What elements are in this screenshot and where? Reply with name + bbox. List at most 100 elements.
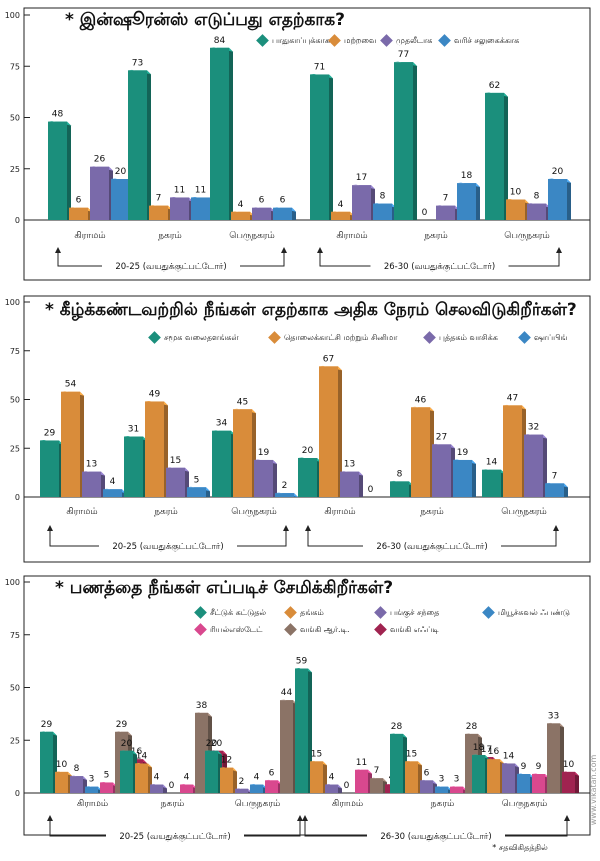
bar-value-label: 29 <box>41 720 53 730</box>
bar-front <box>394 62 413 221</box>
bar-value-label: 18 <box>473 743 485 753</box>
bar-front <box>547 723 560 793</box>
bar-front <box>273 207 292 220</box>
bar-value-label: 5 <box>194 475 200 485</box>
bar-value-label: 0 <box>422 208 428 218</box>
arrow-up-icon <box>302 815 308 821</box>
legend-label: தங்கம் <box>300 608 324 617</box>
bar: 0 <box>368 485 374 495</box>
bar-front <box>128 70 147 220</box>
bar-value-label: 0 <box>169 781 175 791</box>
y-tick-label: 75 <box>10 62 20 71</box>
category-label: கிராமம் <box>77 799 108 809</box>
bar-value-label: 8 <box>380 192 386 202</box>
y-tick-label: 25 <box>10 165 20 174</box>
category-label: பெருநகரம் <box>229 231 274 241</box>
bar: 62 <box>485 81 508 220</box>
bar: 0 <box>169 781 175 791</box>
y-tick-label: 100 <box>5 298 20 307</box>
bar-front <box>482 469 501 497</box>
arrow-up-icon <box>564 815 570 821</box>
bar-front <box>487 759 500 793</box>
y-tick-label: 0 <box>15 789 20 798</box>
bar-value-label: 20 <box>115 167 127 177</box>
bar: 7 <box>436 194 459 220</box>
chart-frame <box>23 575 591 836</box>
bar-front <box>150 784 163 793</box>
legend-swatch <box>194 623 207 636</box>
bar: 54 <box>61 380 84 497</box>
bar: 19 <box>254 448 277 497</box>
bar-value-label: 4 <box>154 773 160 783</box>
y-tick-label: 0 <box>15 493 20 502</box>
bar-front <box>231 211 250 220</box>
bar-front <box>432 444 451 497</box>
y-tick-label: 0 <box>15 216 20 225</box>
bar-value-label: 7 <box>374 766 380 776</box>
bar-value-label: 84 <box>214 36 226 46</box>
bar-front <box>450 786 463 793</box>
bar-value-label: 29 <box>116 720 128 730</box>
bar-front <box>233 409 252 497</box>
bar: 3 <box>85 775 102 793</box>
bar: 15 <box>310 749 327 793</box>
bar-front <box>252 207 271 220</box>
bracket-label-bg <box>99 539 237 551</box>
bar-front <box>149 205 168 220</box>
bar-front <box>40 440 59 497</box>
bar: 18 <box>457 171 480 220</box>
bar-front <box>170 197 189 220</box>
bar-value-label: 33 <box>548 711 559 721</box>
bar: 48 <box>48 110 71 220</box>
legend-label: ரியல்எஸ்டேட் <box>210 625 263 634</box>
bar-value-label: 4 <box>110 477 116 487</box>
bar: 12 <box>220 756 237 793</box>
age-group-bracket: 26-30 (வயதுக்குட்பட்டோர்) <box>302 815 570 843</box>
bar-front <box>124 436 143 497</box>
bar-front <box>250 784 263 793</box>
bar-front <box>187 487 206 497</box>
bar: 19 <box>453 448 476 497</box>
age-group-bracket: 26-30 (வயதுக்குட்பட்டோர்) <box>317 247 562 273</box>
bar-value-label: 20 <box>211 739 223 749</box>
bar-front <box>120 750 133 793</box>
bar-front <box>355 769 368 793</box>
legend-label: மற்றவை <box>344 36 377 45</box>
bar-front <box>70 776 83 793</box>
bar-front <box>310 74 329 220</box>
bar-front <box>298 458 317 497</box>
legend-swatch <box>423 331 436 344</box>
bar-value-label: 20 <box>206 739 218 749</box>
chart-title: * பணத்தை நீங்கள் எப்படிச் சேமிக்கிறீர்கள… <box>55 578 393 598</box>
bar-front <box>340 471 359 497</box>
bar-front <box>506 199 525 220</box>
bar: 6 <box>69 196 92 220</box>
arrow-up-icon <box>317 247 323 253</box>
legend-swatch <box>256 34 269 47</box>
bar-value-label: 9 <box>521 762 527 772</box>
y-tick-label: 25 <box>10 736 20 745</box>
legend-swatch <box>194 606 207 619</box>
y-tick-label: 75 <box>10 631 20 640</box>
bar-front <box>472 755 485 793</box>
bar-front <box>280 700 293 793</box>
bar: 20 <box>205 739 222 793</box>
bar-value-label: 59 <box>296 657 308 667</box>
bar-value-label: 3 <box>439 775 445 785</box>
bar-value-label: 47 <box>507 393 518 403</box>
bar-value-label: 3 <box>89 775 95 785</box>
bar-front <box>331 211 350 220</box>
bar-front <box>100 782 113 793</box>
bar: 9 <box>517 762 534 793</box>
bar-value-label: 17 <box>356 173 367 183</box>
bar: 6 <box>420 768 437 793</box>
bar: 29 <box>40 720 57 793</box>
bar-front <box>390 481 409 497</box>
y-tick-label: 100 <box>5 11 20 20</box>
bar-front <box>90 166 109 220</box>
bracket-label-bg <box>106 829 244 841</box>
bar-value-label: 34 <box>216 419 228 429</box>
legend-swatch <box>268 331 281 344</box>
